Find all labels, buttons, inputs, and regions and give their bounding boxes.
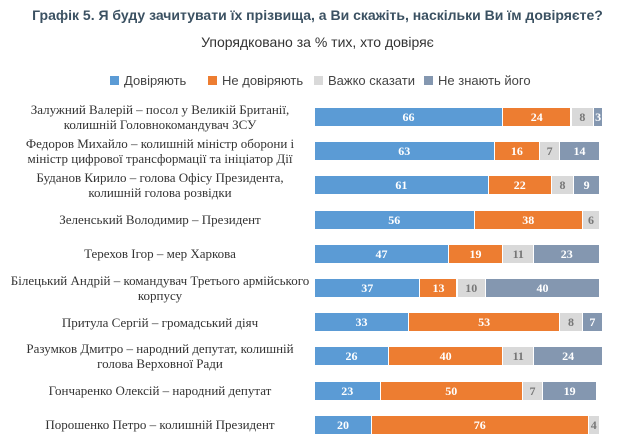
- legend-item: Довіряють: [110, 73, 186, 88]
- bar-segment: 40: [389, 347, 504, 366]
- category-label: Разумков Дмитро – народний депутат, коли…: [26, 341, 294, 372]
- bar-segment: 10: [457, 279, 486, 297]
- bar-segment: 23: [315, 381, 381, 400]
- legend-item: Не довіряють: [208, 73, 303, 88]
- legend-label: Важко сказати: [328, 73, 415, 88]
- legend-label: Не знають його: [438, 73, 531, 88]
- bar-segment: 11: [503, 244, 535, 263]
- bar-segment: 7: [540, 142, 561, 161]
- category-label: Гончаренко Олексій – народний депутат: [48, 383, 272, 399]
- bar-segment: 19: [543, 381, 598, 400]
- bar-segment: 3: [594, 108, 603, 126]
- category-label: Порошенко Петро – колишній Президент: [45, 417, 275, 433]
- bar-segment: 13: [420, 279, 458, 297]
- bar-segment: 7: [523, 381, 543, 400]
- legend-label: Довіряють: [124, 73, 187, 88]
- bar-segment: 24: [503, 108, 572, 126]
- bar-segment: 61: [315, 176, 489, 195]
- bar-segment: 11: [503, 347, 535, 366]
- bar-segment: 6: [582, 210, 600, 229]
- bar-segment: 4: [588, 415, 600, 434]
- category-label: Буданов Кирило – голова Офісу Президента…: [36, 170, 284, 201]
- bar-segment: 23: [534, 244, 600, 263]
- category-label: Притула Сергій – громадський діяч: [61, 314, 259, 330]
- legend-item: Важко сказати: [314, 73, 415, 88]
- bar-segment: 47: [315, 244, 449, 263]
- legend-swatch: [424, 76, 433, 85]
- bar-segment: 56: [315, 210, 475, 229]
- bar-segment: 66: [315, 108, 504, 126]
- bar-segment: 63: [315, 142, 495, 161]
- chart-subtitle: Упорядковано за % тих, хто довіряє: [201, 34, 434, 50]
- category-label: Терехов Ігор – мер Харкова: [84, 246, 236, 262]
- bar-segment: 24: [534, 347, 603, 366]
- category-label: Федоров Михайло – колишній міністр оборо…: [25, 136, 295, 167]
- bar-segment: 14: [560, 142, 600, 161]
- bar-segment: 8: [551, 176, 575, 195]
- bar-segment: 40: [486, 279, 600, 297]
- bar-segment: 53: [409, 313, 561, 332]
- category-label: Зеленський Володимир – Президент: [59, 212, 261, 228]
- bar-segment: 9: [574, 176, 600, 195]
- bar-segment: 22: [488, 176, 552, 195]
- legend-swatch: [110, 76, 119, 85]
- bar-segment: 33: [315, 313, 410, 332]
- legend-label: Не довіряють: [222, 73, 304, 88]
- bar-segment: 50: [380, 381, 524, 400]
- bar-segment: 16: [494, 142, 541, 161]
- category-label: Залужний Валерій – посол у Великій Брита…: [30, 102, 290, 132]
- bar-segment: 37: [315, 279, 421, 297]
- legend-swatch: [314, 76, 323, 85]
- bar-segment: 76: [372, 415, 589, 434]
- bar-segment: 19: [448, 244, 504, 263]
- bar-segment: 38: [474, 210, 583, 229]
- legend-item: Не знають його: [424, 73, 531, 88]
- legend-swatch: [208, 76, 217, 85]
- chart-title: Графік 5. Я буду зачитувати їх прізвища,…: [32, 7, 603, 23]
- bar-segment: 26: [315, 347, 390, 366]
- bar-segment: 8: [571, 108, 595, 126]
- bar-segment: 20: [315, 415, 372, 434]
- bar-segment: 7: [582, 313, 603, 332]
- category-label: Білецький Андрій – командувач Третього а…: [10, 273, 310, 303]
- bar-segment: 8: [560, 313, 583, 332]
- legend: Довіряють Не довіряють Важко сказати Не зна…: [0, 73, 635, 89]
